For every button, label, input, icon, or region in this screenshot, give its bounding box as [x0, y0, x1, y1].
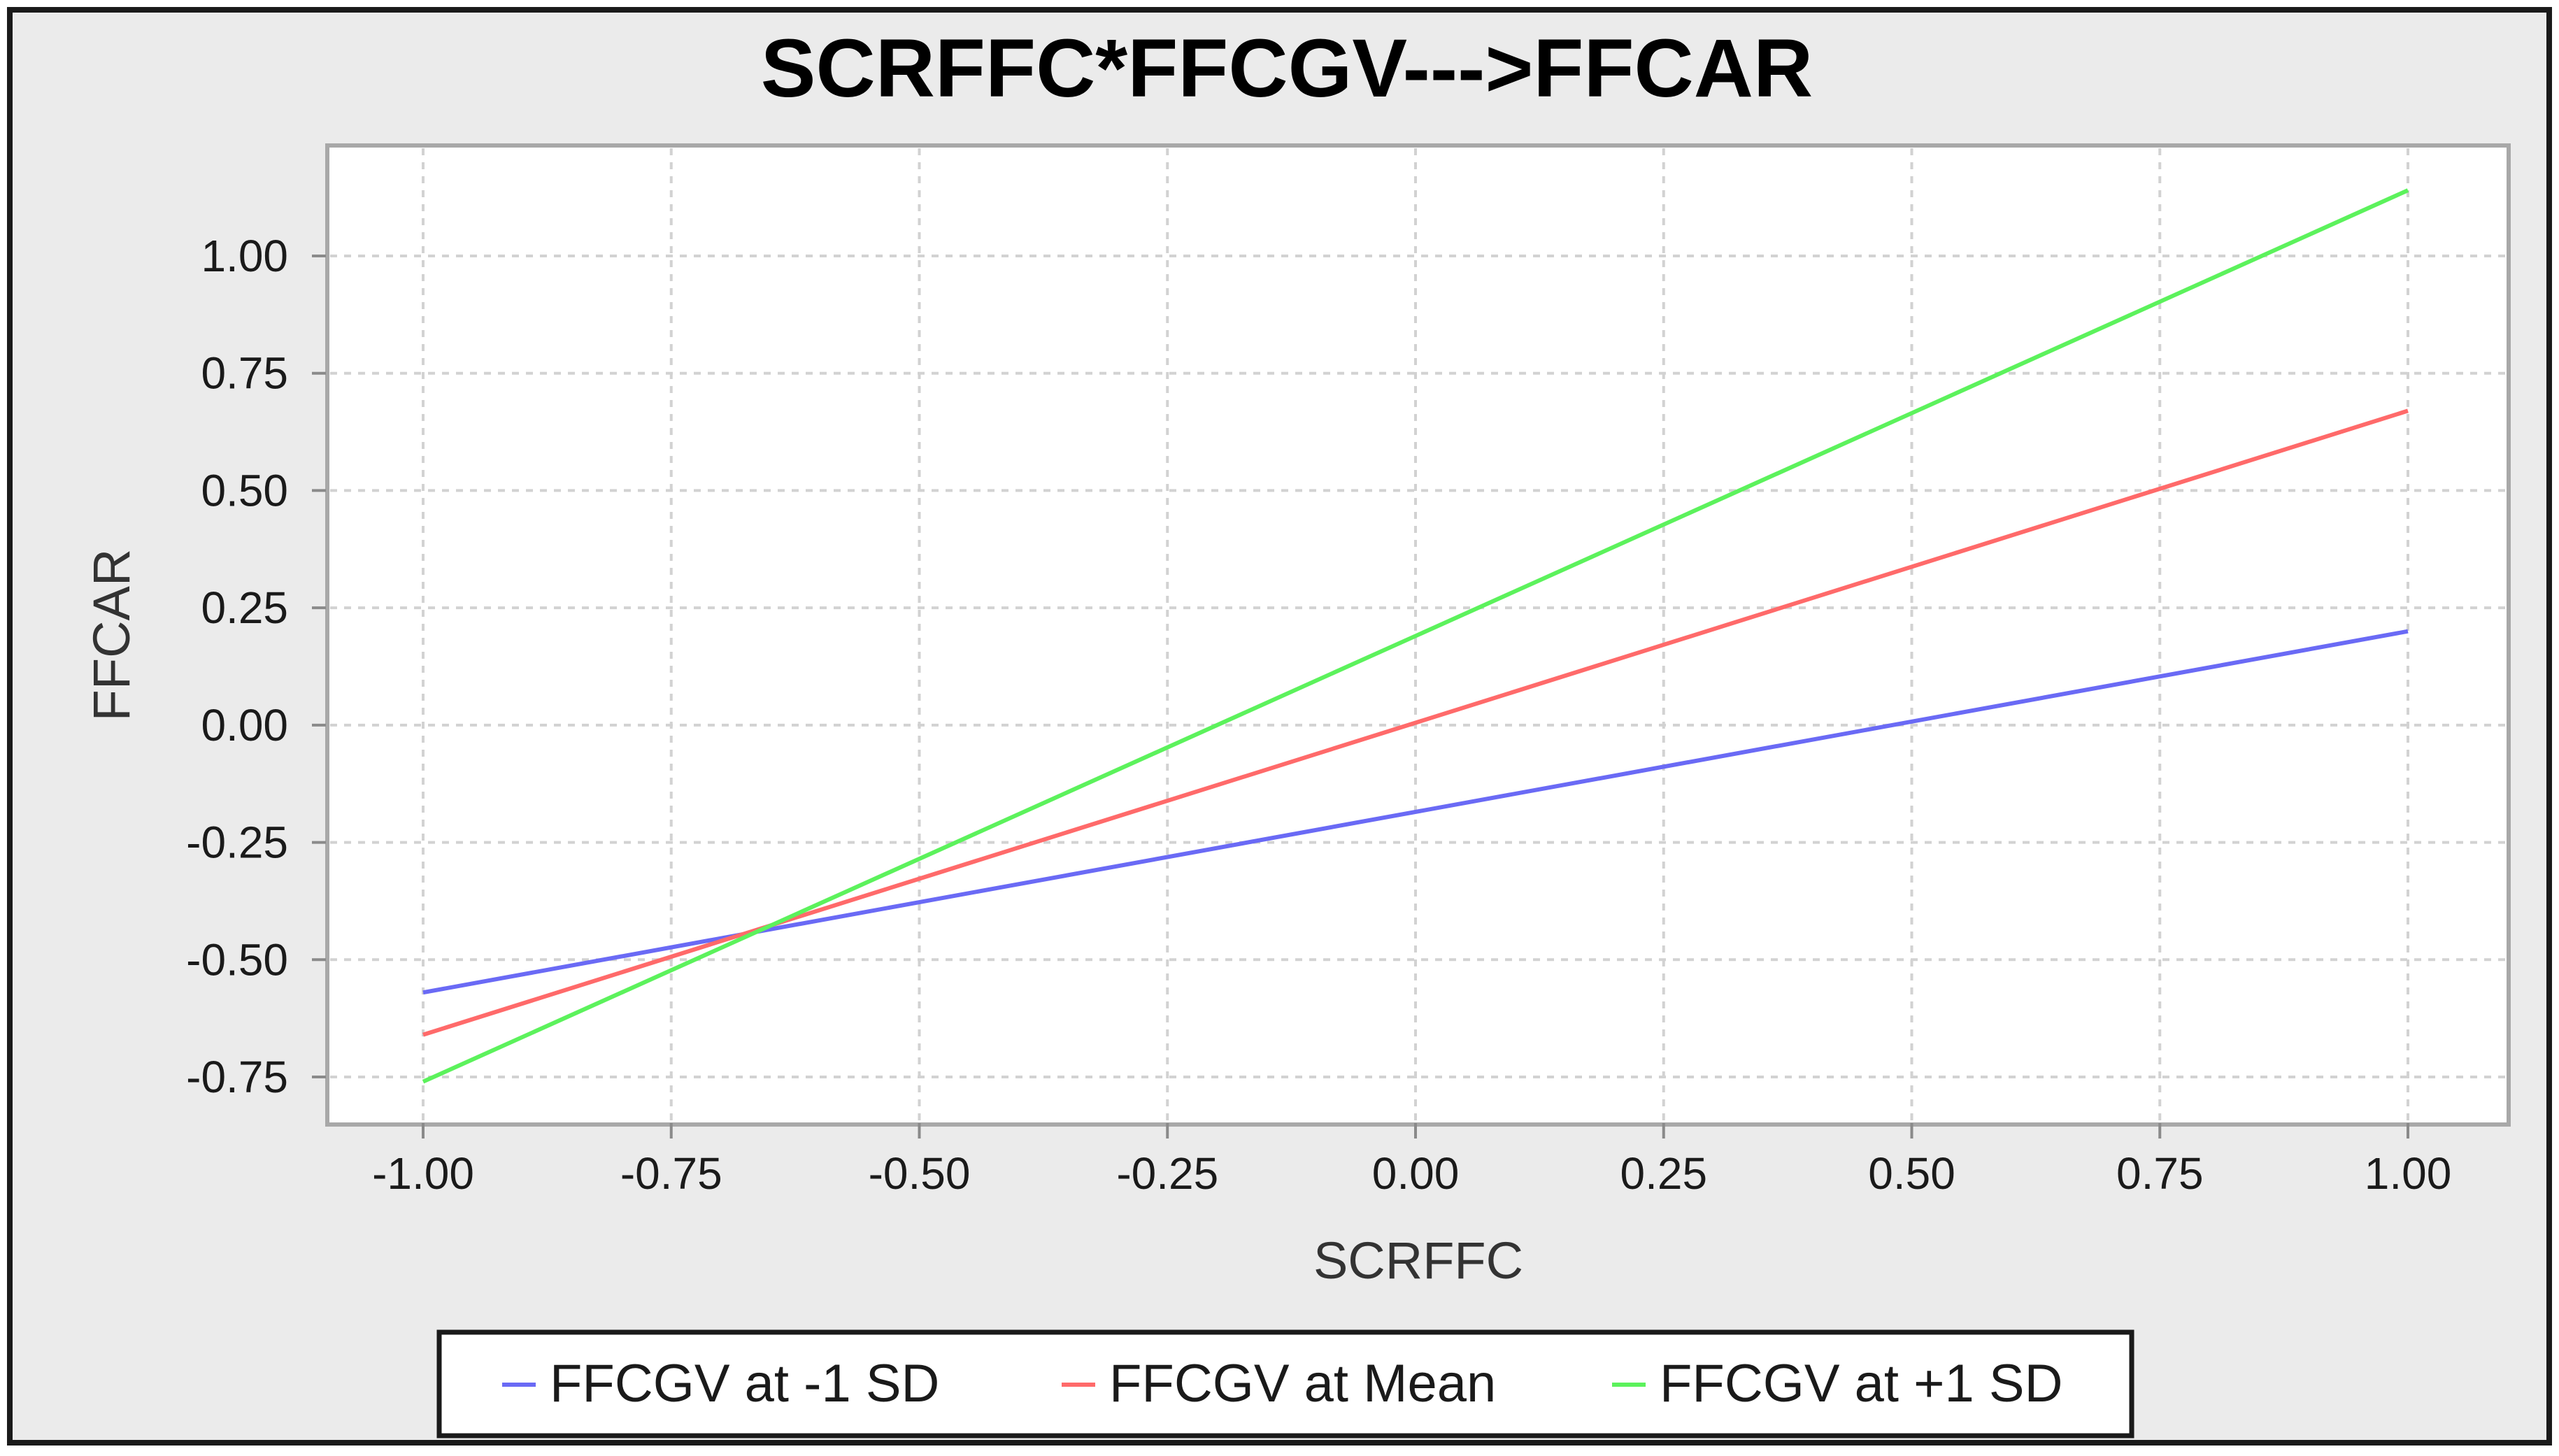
- y-tick-label: -0.75: [186, 1052, 288, 1102]
- y-tick-label: -0.50: [186, 934, 288, 985]
- x-tick-label: 0.75: [2116, 1148, 2204, 1199]
- legend-label: FFCGV at Mean: [1109, 1354, 1496, 1413]
- series-line-3: [422, 188, 2409, 1084]
- series-lines: [422, 188, 2409, 1084]
- x-tick-label: -0.50: [869, 1148, 971, 1199]
- chart-title: SCRFFC*FFCGV--->FFCAR: [761, 22, 1813, 115]
- legend-label: FFCGV at -1 SD: [550, 1354, 939, 1413]
- x-axis-label: SCRFFC: [1313, 1232, 1523, 1290]
- y-axis-label: FFCAR: [83, 549, 141, 722]
- y-tick-label: 0.00: [201, 700, 288, 750]
- x-tick-label: 0.50: [1868, 1148, 1955, 1199]
- y-tick-labels: -0.75 -0.50 -0.25 0.00 0.25 0.50 0.75 1.00: [186, 231, 326, 1102]
- y-tick-label: 0.50: [201, 465, 288, 515]
- x-tick-label: -1.00: [372, 1148, 474, 1199]
- y-tick-label: 0.75: [201, 348, 288, 399]
- x-tick-label: -0.25: [1116, 1148, 1218, 1199]
- legend-box: [436, 1329, 2134, 1439]
- y-tick-label: -0.25: [186, 818, 288, 868]
- x-tick-label: 0.25: [1620, 1148, 1707, 1199]
- legend: FFCGV at -1 SD FFCGV at Mean FFCGV at +1 S…: [502, 1354, 2063, 1413]
- x-tick-label: -0.75: [620, 1148, 722, 1199]
- y-tick-label: 1.00: [201, 231, 288, 281]
- x-tick-label: 1.00: [2365, 1148, 2452, 1199]
- x-tick-labels: -1.00 -0.75 -0.50 -0.25 0.00 0.25 0.50 0.75 1.00: [372, 1123, 2451, 1199]
- y-tick-label: 0.25: [201, 583, 288, 633]
- legend-label: FFCGV at +1 SD: [1660, 1354, 2063, 1413]
- x-tick-label: 0.00: [1372, 1148, 1460, 1199]
- series-line-2: [422, 408, 2409, 1037]
